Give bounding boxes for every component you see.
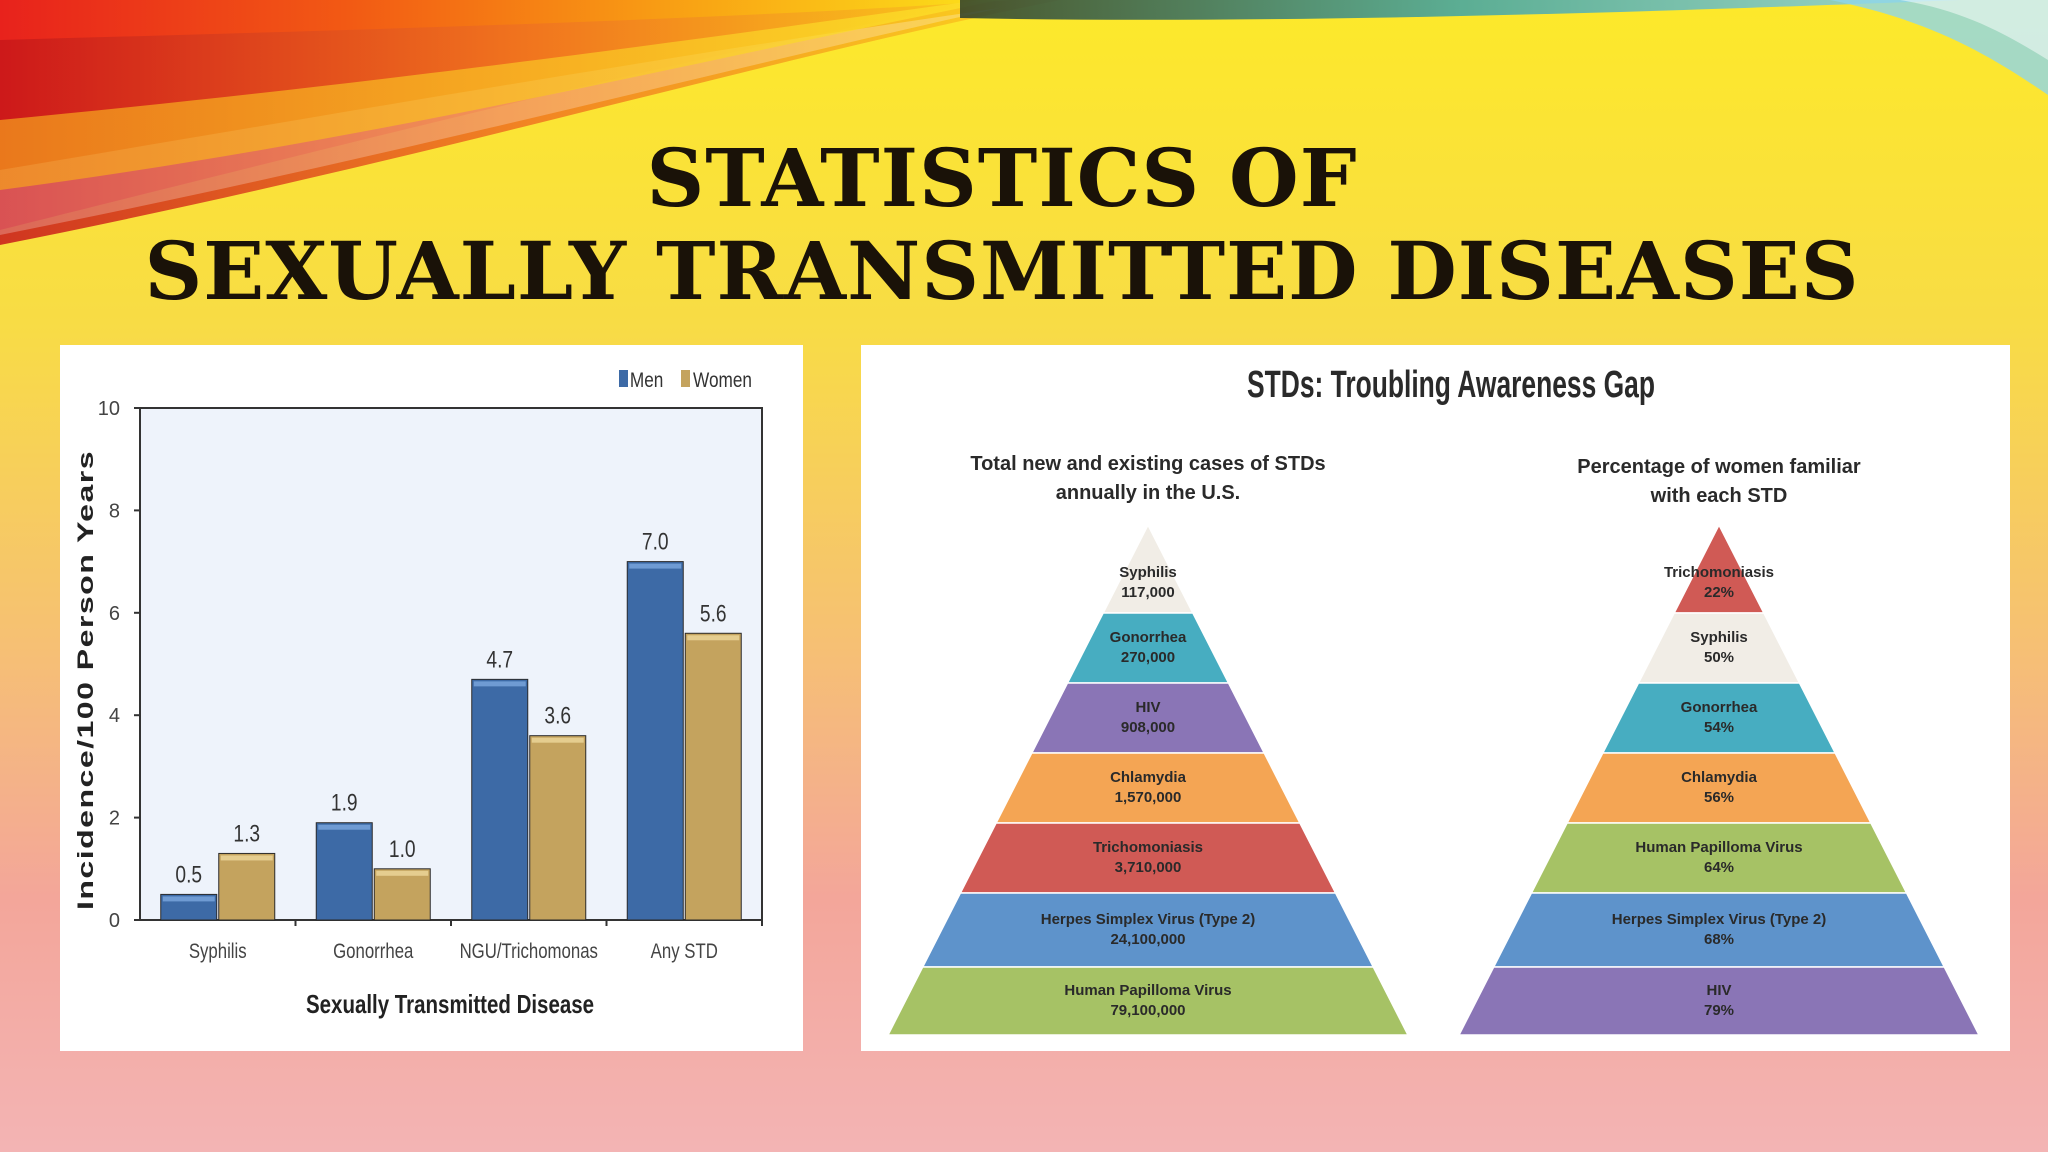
pyramid-level-value: 24,100,000 <box>1110 931 1185 948</box>
pyramid-level-value: 64% <box>1704 859 1734 876</box>
pyramid-level-chlamydia <box>994 752 1302 824</box>
pyramid-level-value: 3,710,000 <box>1115 859 1182 876</box>
pyramid-level-value: 79,100,000 <box>1110 1002 1185 1019</box>
y-tick-label: 10 <box>98 398 120 420</box>
x-axis-label: Sexually Transmitted Disease <box>306 989 594 1019</box>
x-tick-label: Syphilis <box>189 940 247 963</box>
pyramid-chart: STDs: Troubling Awareness Gap Total new … <box>886 364 1981 1036</box>
pyramid-level-herpes-simplex-virus-type-2- <box>1492 892 1946 968</box>
pyramid-level-herpes-simplex-virus-type-2- <box>921 892 1375 968</box>
pyramid-level-hiv <box>1030 682 1266 754</box>
bar-highlight <box>162 896 215 902</box>
pyramid-level-chlamydia <box>1565 752 1873 824</box>
pyramid-level-value: 79% <box>1704 1002 1734 1019</box>
pyramid-level-gonorrhea <box>1601 682 1837 754</box>
pyramid-level-human-papilloma-virus <box>886 966 1410 1036</box>
pyramid-level-value: 270,000 <box>1121 649 1175 666</box>
pyramid-level-value: 50% <box>1704 649 1734 666</box>
bar-women-gonorrhea <box>373 868 431 921</box>
bar-men-any-std <box>626 561 684 921</box>
pyramid-level-value: 54% <box>1704 719 1734 736</box>
pyramid-heading: with each STD <box>1650 485 1788 507</box>
bar-value-label: 7.0 <box>642 528 669 556</box>
legend-swatch-women <box>681 370 690 387</box>
pyramid-level-name: Herpes Simplex Virus (Type 2) <box>1612 911 1827 928</box>
bar-value-label: 3.6 <box>544 702 571 730</box>
chart-legend: Men Women <box>619 370 752 393</box>
x-tick-label: NGU/Trichomonas <box>460 940 598 963</box>
bar-value-label: 1.0 <box>389 835 416 863</box>
bar-chart: 0 2 4 6 8 10 0.5 1.3 1.9 1.0 4.7 3.6 7.0 5.6 Syphili… <box>73 370 763 1019</box>
pyramid-chart-title: STDs: Troubling Awareness Gap <box>1247 364 1655 406</box>
bar-highlight <box>220 855 273 861</box>
pyramid-level-name: Chlamydia <box>1110 769 1187 786</box>
pyramid-heading: annually in the U.S. <box>1056 482 1240 504</box>
bar-value-label: 4.7 <box>486 645 513 673</box>
pyramid-level-name: Trichomoniasis <box>1664 564 1774 581</box>
bar-highlight <box>687 635 740 641</box>
y-tick-label: 4 <box>109 705 120 727</box>
y-tick-label: 0 <box>109 910 120 932</box>
bar-highlight <box>376 870 429 876</box>
bar-women-ngu-trichomonas <box>529 735 587 921</box>
pyramid-heading: Total new and existing cases of STDs <box>970 453 1325 475</box>
pyramid-level-name: Syphilis <box>1119 564 1177 581</box>
pyramid-level-name: Syphilis <box>1690 629 1748 646</box>
slide-title-line-1: STATISTICS OF <box>646 131 1358 225</box>
y-tick-label: 6 <box>109 603 120 625</box>
pyramid-level-human-papilloma-virus <box>1530 822 1908 894</box>
pyramid-level-value: 1,570,000 <box>1115 789 1182 806</box>
pyramid-level-value: 908,000 <box>1121 719 1175 736</box>
slide-title-line-2: SEXUALLY TRANSMITTED DISEASES <box>144 224 1860 318</box>
pyramid-level-name: Human Papilloma Virus <box>1064 982 1231 999</box>
y-tick-label: 2 <box>109 808 120 830</box>
pyramid-level-name: HIV <box>1706 982 1731 999</box>
bar-highlight <box>473 681 526 687</box>
legend-swatch-men <box>619 370 628 387</box>
bar-value-label: 5.6 <box>700 599 727 627</box>
pyramid-level-hiv <box>1457 966 1981 1036</box>
bar-value-label: 0.5 <box>175 860 202 888</box>
pyramid-level-name: Gonorrhea <box>1110 629 1187 646</box>
x-tick-label: Any STD <box>651 940 718 963</box>
bar-men-gonorrhea <box>315 822 373 921</box>
bar-value-label: 1.9 <box>331 789 358 817</box>
decorative-swoosh <box>0 0 2048 245</box>
y-axis-label: Incidence/100 Person Years <box>73 450 98 910</box>
bar-highlight <box>629 563 682 569</box>
bar-women-any-std <box>684 632 742 921</box>
pyramid-level-name: Gonorrhea <box>1681 699 1758 716</box>
pyramid-level-trichomoniasis <box>959 822 1337 894</box>
bar-men-ngu-trichomonas <box>471 678 529 921</box>
pyramid-chart-panel: STDs: Troubling Awareness Gap Total new … <box>861 345 2010 1051</box>
pyramid-level-name: Trichomoniasis <box>1093 839 1203 856</box>
pyramid-level-value: 22% <box>1704 584 1734 601</box>
bar-value-label: 1.3 <box>233 819 260 847</box>
pyramid-level-syphilis <box>1637 612 1801 684</box>
legend-label-men: Men <box>630 370 663 393</box>
pyramid-level-name: HIV <box>1135 699 1160 716</box>
pyramid-heading: Percentage of women familiar <box>1577 456 1861 478</box>
pyramid-level-gonorrhea <box>1066 612 1230 684</box>
pyramid-level-value: 56% <box>1704 789 1734 806</box>
pyramid-level-name: Human Papilloma Virus <box>1635 839 1802 856</box>
bar-women-syphilis <box>218 852 276 921</box>
pyramid-level-name: Chlamydia <box>1681 769 1758 786</box>
pyramid-level-value: 68% <box>1704 931 1734 948</box>
bar-chart-panel: 0 2 4 6 8 10 0.5 1.3 1.9 1.0 4.7 3.6 7.0 5.6 Syphili… <box>60 345 803 1051</box>
legend-label-women: Women <box>693 370 752 393</box>
x-tick-label: Gonorrhea <box>333 940 414 963</box>
pyramid-level-name: Herpes Simplex Virus (Type 2) <box>1041 911 1256 928</box>
bar-highlight <box>531 737 584 743</box>
pyramid-level-value: 117,000 <box>1121 584 1174 601</box>
bar-highlight <box>318 824 371 830</box>
y-tick-label: 8 <box>109 500 120 522</box>
